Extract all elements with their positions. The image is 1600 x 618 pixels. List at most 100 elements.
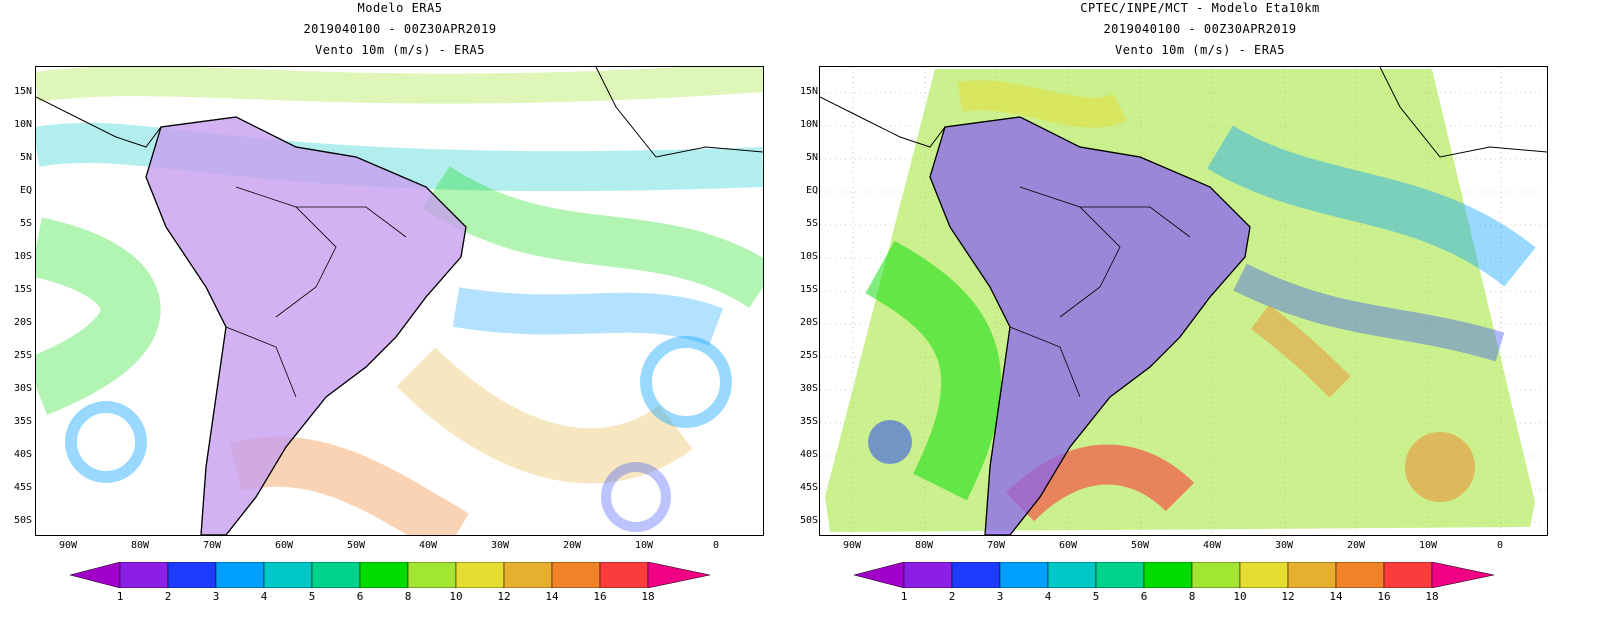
left-colorbar-label: 10	[449, 590, 463, 603]
right-lat-label: 5S	[805, 218, 818, 229]
left-lon-label: 80W	[130, 540, 150, 551]
left-lon-label: 0	[712, 540, 720, 551]
left-lat-label: 20S	[13, 317, 32, 328]
left-lat-label: 45S	[13, 482, 32, 493]
right-map-svg	[820, 67, 1547, 535]
left-lon-label: 90W	[58, 540, 78, 551]
left-colorbar-label: 3	[212, 590, 220, 603]
colorbar-swatch	[999, 562, 1049, 588]
right-title-line-1: CPTEC/INPE/MCT - Modelo Eta10km	[1080, 1, 1320, 15]
right-title-line-2: 2019040100 - 00Z30APR2019	[1103, 22, 1297, 36]
right-lon-label: 10W	[1418, 540, 1438, 551]
left-lon-label: 30W	[490, 540, 510, 551]
right-lat-label: 25S	[799, 350, 818, 361]
colorbar-swatch	[951, 562, 1001, 588]
right-lon-label: 0	[1496, 540, 1504, 551]
right-colorbar-label: 14	[1329, 590, 1343, 603]
right-lat-label: 10N	[799, 119, 818, 130]
right-lat-label: 35S	[799, 416, 818, 427]
left-lat-label: 50S	[13, 515, 32, 526]
right-lat-label: 15N	[799, 86, 818, 97]
right-lon-label: 60W	[1058, 540, 1078, 551]
colorbar-swatch	[215, 562, 265, 588]
right-colorbar-label: 16	[1377, 590, 1391, 603]
right-lon-label: 50W	[1130, 540, 1150, 551]
left-lat-label: 15S	[13, 284, 32, 295]
left-colorbar-label: 16	[593, 590, 607, 603]
colorbar-swatch	[119, 562, 169, 588]
left-colorbar-label: 2	[164, 590, 172, 603]
colorbar-swatch	[1335, 562, 1385, 588]
right-colorbar-label: 6	[1140, 590, 1148, 603]
colorbar-swatch	[503, 562, 553, 588]
left-lat-label: 15N	[13, 86, 32, 97]
colorbar-swatch	[167, 562, 217, 588]
left-colorbar-label: 14	[545, 590, 559, 603]
right-wind-map	[819, 66, 1548, 536]
colorbar-swatch	[1095, 562, 1145, 588]
right-lat-label: 40S	[799, 449, 818, 460]
right-colorbar-label: 1	[900, 590, 908, 603]
left-colorbar-label: 1	[116, 590, 124, 603]
colorbar-swatch	[1191, 562, 1241, 588]
left-lat-label: 10N	[13, 119, 32, 130]
left-title-line-1: Modelo ERA5	[357, 1, 443, 15]
colorbar-swatch	[263, 562, 313, 588]
right-lon-label: 90W	[842, 540, 862, 551]
colorbar-swatch	[1431, 562, 1495, 588]
colorbar-swatch	[359, 562, 409, 588]
left-lat-label: EQ	[19, 185, 32, 196]
colorbar-swatch	[903, 562, 953, 588]
colorbar-swatch	[70, 562, 121, 588]
left-lat-label: 35S	[13, 416, 32, 427]
colorbar-swatch	[1383, 562, 1433, 588]
right-lon-label: 80W	[914, 540, 934, 551]
right-lon-label: 70W	[986, 540, 1006, 551]
right-colorbar-label: 18	[1425, 590, 1439, 603]
right-lat-label: 30S	[799, 383, 818, 394]
left-lon-label: 70W	[202, 540, 222, 551]
colorbar-swatch	[551, 562, 601, 588]
right-panel: CPTEC/INPE/MCT - Modelo Eta10km 20190401…	[800, 0, 1600, 618]
colorbar-swatch	[311, 562, 361, 588]
right-lat-label: 10S	[799, 251, 818, 262]
left-lat-label: 5N	[19, 152, 32, 163]
right-colorbar-label: 12	[1281, 590, 1295, 603]
left-lon-label: 60W	[274, 540, 294, 551]
left-panel: Modelo ERA5 2019040100 - 00Z30APR2019 Ve…	[13, 1, 764, 603]
colorbar-swatch	[647, 562, 711, 588]
right-lat-label: 20S	[799, 317, 818, 328]
right-lat-label: 50S	[799, 515, 818, 526]
left-title-line-2: 2019040100 - 00Z30APR2019	[303, 22, 497, 36]
left-colorbar-label: 5	[308, 590, 316, 603]
right-title-line-3: Vento 10m (m/s) - ERA5	[1115, 43, 1285, 57]
colorbar-swatch	[854, 562, 905, 588]
right-colorbar-label: 4	[1044, 590, 1052, 603]
left-lat-label: 40S	[13, 449, 32, 460]
right-colorbar-label: 5	[1092, 590, 1100, 603]
right-colorbar-label: 2	[948, 590, 956, 603]
left-colorbar-label: 8	[404, 590, 412, 603]
right-lat-label: 45S	[799, 482, 818, 493]
right-colorbar-label: 8	[1188, 590, 1196, 603]
left-lat-label: 5S	[19, 218, 32, 229]
colorbar-swatch	[1143, 562, 1193, 588]
colorbar-swatch	[455, 562, 505, 588]
right-lat-label: 15S	[799, 284, 818, 295]
left-lon-label: 10W	[634, 540, 654, 551]
colorbar-swatch	[599, 562, 649, 588]
right-lon-label: 30W	[1274, 540, 1294, 551]
right-lat-label: 5N	[805, 152, 818, 163]
right-lon-label: 20W	[1346, 540, 1366, 551]
right-lat-label: EQ	[805, 185, 818, 196]
colorbar-swatch	[1239, 562, 1289, 588]
left-colorbar	[70, 562, 711, 588]
left-wind-map	[35, 66, 764, 536]
left-lat-label: 10S	[13, 251, 32, 262]
left-lat-label: 25S	[13, 350, 32, 361]
colorbar-swatch	[1047, 562, 1097, 588]
left-colorbar-label: 6	[356, 590, 364, 603]
left-lat-label: 30S	[13, 383, 32, 394]
left-lon-label: 20W	[562, 540, 582, 551]
left-lon-label: 40W	[418, 540, 438, 551]
